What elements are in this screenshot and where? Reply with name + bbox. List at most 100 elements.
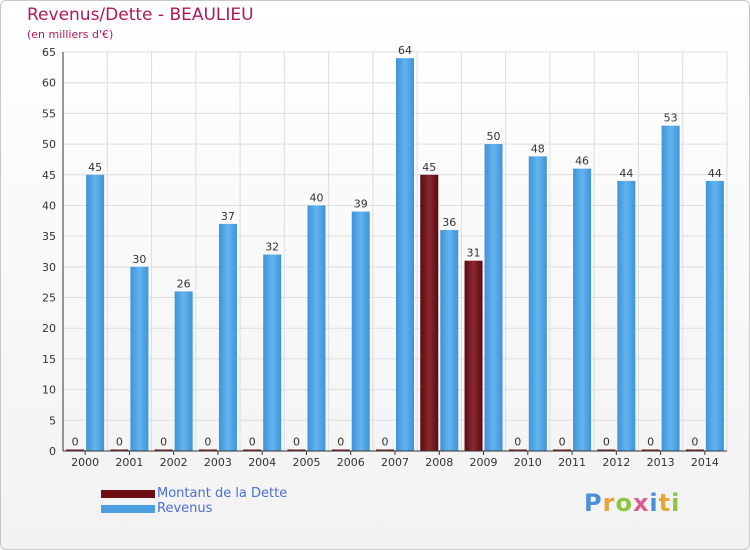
value-label-debt-2009: 31 bbox=[467, 247, 481, 260]
bar-revenus-2010 bbox=[528, 156, 547, 451]
y-tick-label: 0 bbox=[49, 445, 56, 458]
chart-subtitle: (en milliers d'€) bbox=[27, 28, 114, 41]
y-tick-label: 5 bbox=[49, 414, 56, 427]
x-tick-label: 2003 bbox=[204, 456, 232, 469]
value-label-debt-2010: 0 bbox=[514, 436, 521, 449]
bar-debt-2010 bbox=[508, 449, 527, 451]
y-tick-label: 55 bbox=[42, 107, 56, 120]
bar-revenus-2004 bbox=[263, 254, 282, 451]
logo-letter: o bbox=[615, 489, 633, 517]
proxiti-logo: Proxiti bbox=[584, 489, 680, 517]
x-tick-label: 2001 bbox=[115, 456, 143, 469]
bar-debt-2005 bbox=[287, 449, 306, 451]
y-tick-label: 65 bbox=[42, 46, 56, 59]
value-label-debt-2003: 0 bbox=[204, 436, 211, 449]
x-tick-label: 2013 bbox=[647, 456, 675, 469]
value-label-debt-2000: 0 bbox=[72, 436, 79, 449]
value-label-debt-2011: 0 bbox=[559, 436, 566, 449]
x-tick-label: 2010 bbox=[514, 456, 542, 469]
value-label-debt-2005: 0 bbox=[293, 436, 300, 449]
bar-debt-2012 bbox=[597, 449, 616, 451]
value-label-revenus-2002: 26 bbox=[177, 277, 191, 290]
value-label-revenus-2006: 39 bbox=[354, 198, 368, 211]
bar-debt-2001 bbox=[110, 449, 129, 451]
x-tick-label: 2014 bbox=[691, 456, 719, 469]
value-label-debt-2004: 0 bbox=[249, 436, 256, 449]
value-label-revenus-2008: 36 bbox=[442, 216, 456, 229]
y-tick-label: 40 bbox=[42, 199, 56, 212]
bar-revenus-2001 bbox=[130, 266, 149, 451]
x-tick-label: 2000 bbox=[71, 456, 99, 469]
value-label-revenus-2014: 44 bbox=[708, 167, 722, 180]
x-tick-label: 2005 bbox=[292, 456, 320, 469]
value-label-debt-2012: 0 bbox=[603, 436, 610, 449]
value-label-revenus-2013: 53 bbox=[664, 112, 678, 125]
bar-revenus-2009 bbox=[484, 144, 503, 452]
bar-revenus-2013 bbox=[661, 125, 680, 452]
y-tick-label: 10 bbox=[42, 384, 56, 397]
bar-revenus-2014 bbox=[705, 180, 724, 451]
bar-debt-2009 bbox=[464, 260, 483, 451]
value-label-debt-2001: 0 bbox=[116, 436, 123, 449]
logo-letter: x bbox=[632, 489, 650, 517]
value-label-revenus-2010: 48 bbox=[531, 142, 545, 155]
axis-layer: 0 5 10 15 20 25 30 35 40 45 50 55 60 65 2000 2001 2002 20… bbox=[42, 46, 727, 469]
bar-revenus-2006 bbox=[351, 211, 370, 451]
y-tick-label: 35 bbox=[42, 230, 56, 243]
bar-debt-2004 bbox=[243, 449, 262, 451]
y-tick-label: 25 bbox=[42, 292, 56, 305]
bar-revenus-2011 bbox=[573, 168, 592, 451]
bar-revenus-2003 bbox=[218, 223, 237, 451]
bar-debt-2003 bbox=[198, 449, 217, 451]
legend-label-revenus: Revenus bbox=[157, 501, 213, 516]
bar-revenus-2002 bbox=[174, 291, 193, 451]
x-tick-label: 2004 bbox=[248, 456, 276, 469]
chart-title: Revenus/Dette - BEAULIEU bbox=[27, 5, 254, 25]
bar-debt-2002 bbox=[154, 449, 173, 451]
value-label-debt-2007: 0 bbox=[382, 436, 389, 449]
x-tick-label: 2009 bbox=[470, 456, 498, 469]
bar-debt-2011 bbox=[553, 449, 572, 451]
x-tick-label: 2012 bbox=[602, 456, 630, 469]
value-label-revenus-2001: 30 bbox=[132, 253, 146, 266]
bar-debt-2000 bbox=[66, 449, 85, 451]
value-label-revenus-2000: 45 bbox=[88, 161, 102, 174]
value-label-debt-2013: 0 bbox=[647, 436, 654, 449]
bar-debt-2013 bbox=[641, 449, 660, 451]
logo-letter: i bbox=[671, 489, 681, 517]
bar-revenus-2005 bbox=[307, 205, 326, 451]
value-label-revenus-2012: 44 bbox=[619, 167, 633, 180]
value-label-revenus-2007: 64 bbox=[398, 44, 412, 57]
x-tick-label: 2006 bbox=[337, 456, 365, 469]
labels-layer: 0 45 0 30 0 26 0 37 0 32 0 40 0 39 0 64 45 36 31 50 0 48 0 46 0 4… bbox=[72, 44, 722, 448]
value-label-debt-2006: 0 bbox=[337, 436, 344, 449]
legend-swatch-revenus bbox=[101, 505, 155, 513]
x-tick-label: 2011 bbox=[558, 456, 586, 469]
value-label-debt-2008: 45 bbox=[422, 161, 436, 174]
y-tick-label: 60 bbox=[42, 77, 56, 90]
value-label-revenus-2005: 40 bbox=[309, 191, 323, 204]
x-tick-label: 2008 bbox=[425, 456, 453, 469]
bar-revenus-2012 bbox=[617, 180, 636, 451]
bar-chart: 0450300260370320400390644536315004804604… bbox=[42, 44, 728, 469]
bar-revenus-2008 bbox=[440, 230, 459, 451]
y-tick-label: 15 bbox=[42, 353, 56, 366]
bar-revenus-2000 bbox=[86, 174, 105, 451]
y-tick-label: 20 bbox=[42, 322, 56, 335]
bar-debt-2007 bbox=[376, 449, 394, 451]
logo-letter: i bbox=[649, 489, 659, 517]
value-label-revenus-2011: 46 bbox=[575, 155, 589, 168]
value-label-revenus-2009: 50 bbox=[487, 130, 501, 143]
legend-swatch-debt bbox=[101, 490, 155, 498]
value-label-revenus-2003: 37 bbox=[221, 210, 235, 223]
bar-debt-2006 bbox=[331, 449, 350, 451]
bars-layer bbox=[66, 58, 724, 452]
x-tick-label: 2007 bbox=[381, 456, 409, 469]
legend-label-debt: Montant de la Dette bbox=[157, 486, 288, 501]
bar-revenus-2007 bbox=[396, 58, 414, 452]
logo-letter: r bbox=[602, 489, 616, 517]
value-label-debt-2014: 0 bbox=[691, 436, 698, 449]
bar-debt-2014 bbox=[685, 449, 704, 451]
y-tick-label: 45 bbox=[42, 169, 56, 182]
